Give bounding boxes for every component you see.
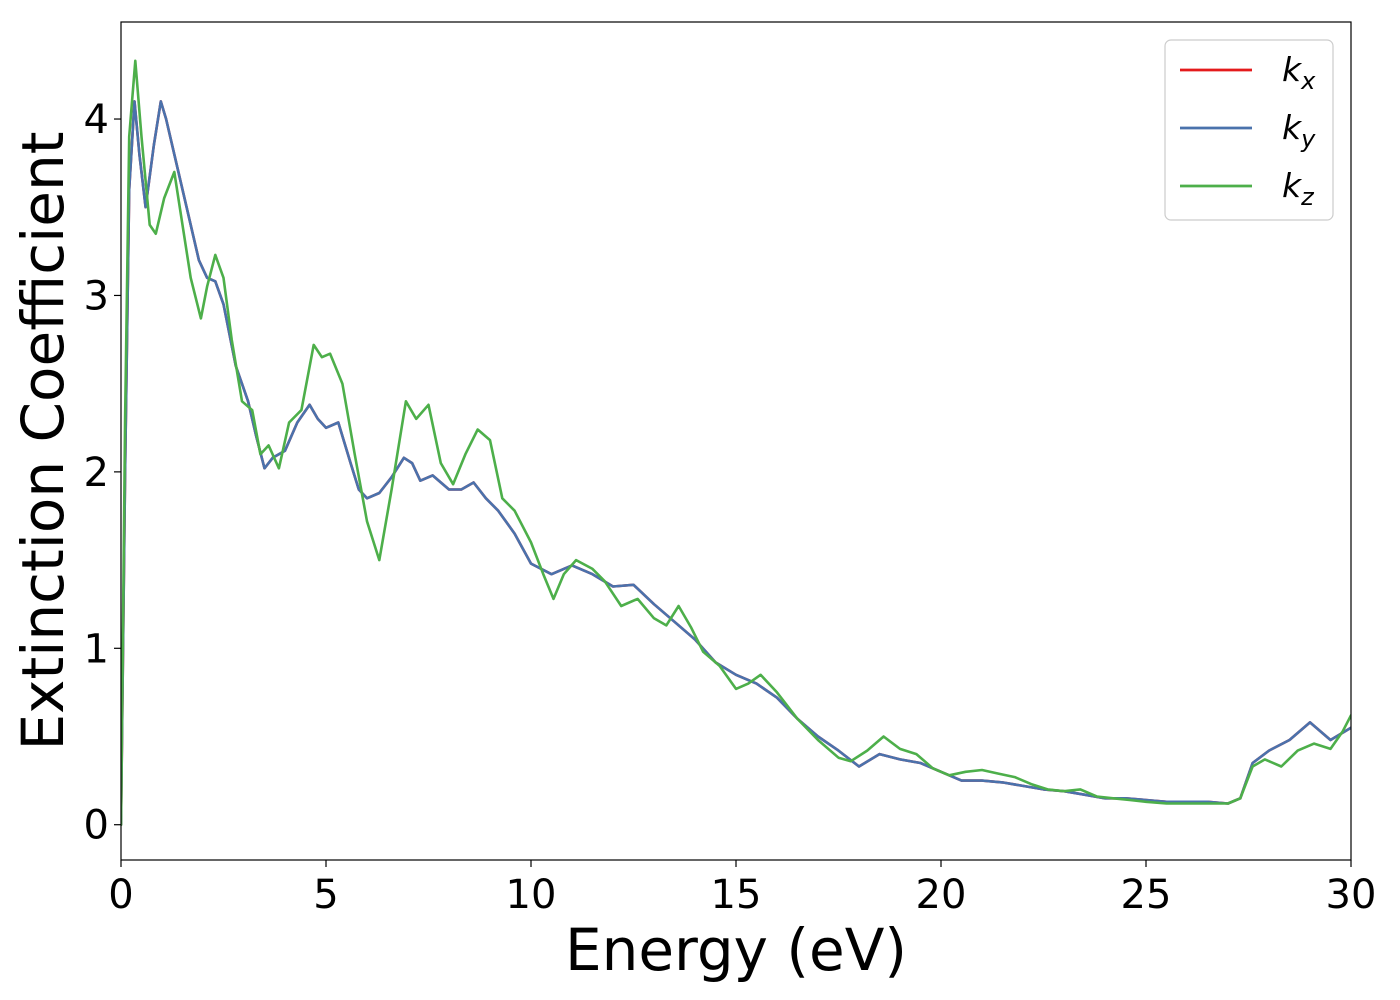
legend-label-y: ky [1282,108,1316,153]
series-line-y [121,100,1351,826]
y-axis-title: Extinction Coefficient [9,132,77,751]
y-tick-label: 3 [84,273,109,319]
legend-label-x: kx [1282,50,1316,95]
y-tick-label: 4 [84,97,109,143]
y-tick-label: 0 [84,803,109,849]
series-line-z [121,59,1351,826]
x-tick-label: 5 [313,872,338,918]
x-tick-label: 30 [1326,872,1377,918]
x-tick-label: 25 [1121,872,1172,918]
legend-items: kx ky kz [1180,50,1316,211]
x-tick-label: 10 [506,872,557,918]
x-tick-label: 0 [108,872,133,918]
x-axis-title: Energy (eV) [565,916,907,984]
x-tick-label: 20 [916,872,967,918]
y-tick-label: 2 [84,450,109,496]
y-tick-label: 1 [84,626,109,672]
legend-label-z: kz [1282,166,1315,211]
legend-frame [1164,39,1334,221]
series-layer [121,59,1351,826]
legend: kx ky kz [1164,39,1334,221]
ticks-layer: 0 5 10 15 20 25 30 0 1 2 3 4 [84,97,1377,918]
x-tick-label: 15 [711,872,762,918]
